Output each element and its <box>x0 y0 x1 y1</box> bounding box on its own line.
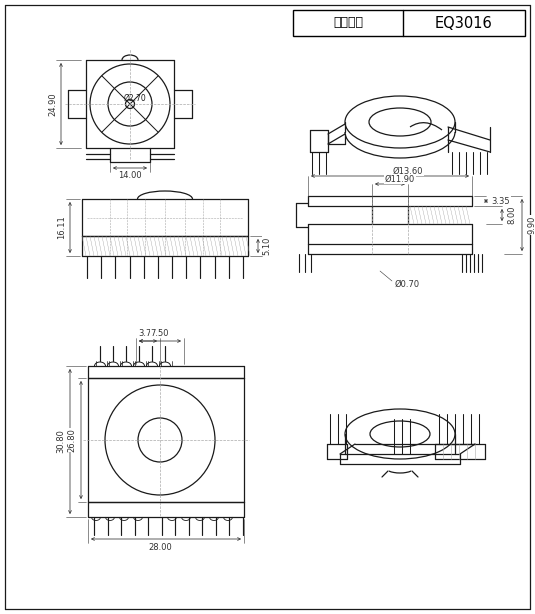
Text: Ø13.60: Ø13.60 <box>393 166 423 176</box>
Text: 3.75: 3.75 <box>139 328 157 338</box>
Text: Ø2.70: Ø2.70 <box>124 93 147 103</box>
Bar <box>293 10 525 36</box>
Text: EQ3016: EQ3016 <box>435 15 493 31</box>
Text: 30.80: 30.80 <box>57 430 65 453</box>
Text: 9.90: 9.90 <box>528 216 535 234</box>
Text: 产品编号: 产品编号 <box>333 17 363 29</box>
Text: Ø0.70: Ø0.70 <box>394 279 419 289</box>
Text: 24.90: 24.90 <box>49 92 57 116</box>
Text: 7.50: 7.50 <box>151 328 169 338</box>
Text: 26.80: 26.80 <box>67 428 77 452</box>
Text: 3.35: 3.35 <box>492 196 510 206</box>
Text: 28.00: 28.00 <box>148 543 172 551</box>
Text: 16.11: 16.11 <box>57 216 66 239</box>
Text: 5.10: 5.10 <box>263 237 271 255</box>
Text: 8.00: 8.00 <box>508 206 516 224</box>
Text: Ø11.90: Ø11.90 <box>385 174 415 184</box>
Text: 14.00: 14.00 <box>118 171 142 179</box>
